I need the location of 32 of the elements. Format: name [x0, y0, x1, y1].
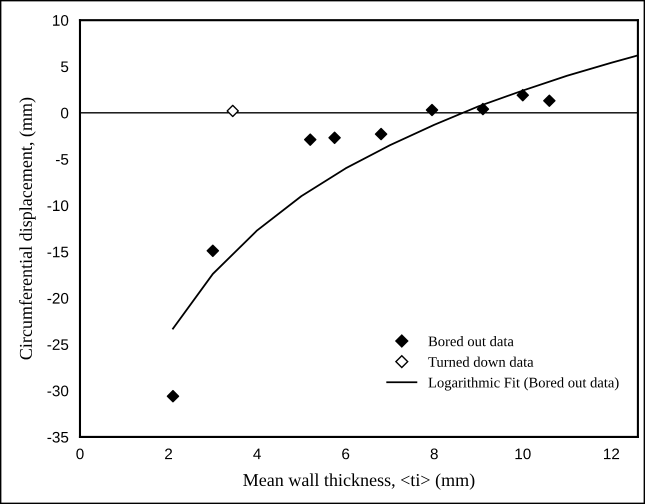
y-tick-label: -35 [47, 432, 68, 443]
y-tick-label: -10 [47, 200, 68, 212]
legend-label: Bored out data [428, 336, 514, 346]
y-tick-label: 0 [60, 108, 68, 118]
point [374, 128, 388, 140]
point [304, 133, 316, 146]
point [328, 132, 341, 144]
y-axis-title: Circumferential displacement, (mm) [19, 98, 36, 360]
y-tick-label: -30 [47, 386, 68, 396]
x-tick-label: 4 [253, 448, 261, 460]
point [166, 390, 180, 402]
legend-label: Logarithmic Fit (Bored out data) [428, 377, 619, 390]
point [543, 94, 556, 107]
y-tick-label: -5 [56, 154, 68, 165]
y-tick-label: 10 [53, 15, 68, 26]
x-axis-title: Mean wall thickness, <ti> (mm) [243, 473, 474, 490]
x-tick-label: 10 [515, 448, 531, 460]
point [476, 102, 490, 116]
x-tick-label: 8 [430, 448, 438, 460]
x-tick-label: 2 [165, 448, 172, 460]
y-tick-label: -25 [47, 339, 68, 350]
x-tick-label: 12 [604, 448, 620, 460]
x-tick-label: 6 [342, 448, 350, 460]
y-tick-label: -15 [47, 246, 68, 258]
y-tick-label: -20 [47, 292, 68, 304]
y-tick-label: 5 [60, 61, 68, 72]
x-tick-label: 0 [76, 448, 84, 460]
point [426, 104, 438, 116]
legend-label: Turned down data [428, 356, 534, 367]
point [226, 104, 239, 118]
point [206, 244, 220, 258]
point [516, 88, 530, 102]
